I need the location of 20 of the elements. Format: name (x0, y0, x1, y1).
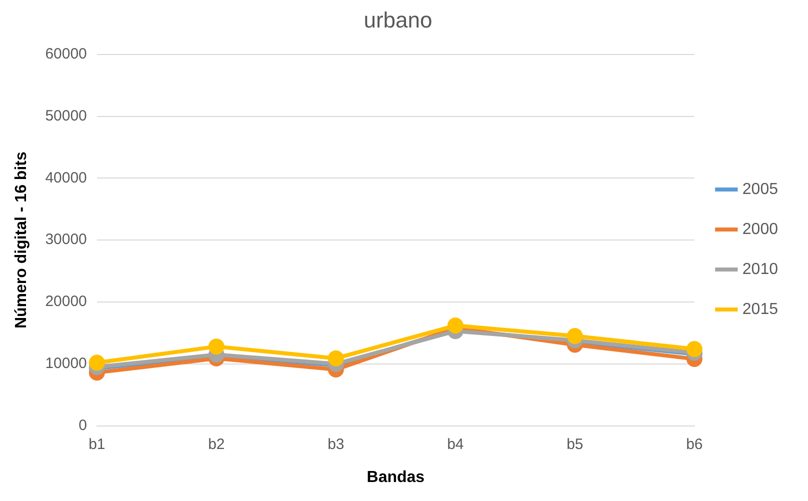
y-tick-label: 10000 (45, 355, 87, 372)
y-axis-title: Número digital - 16 bits (13, 152, 30, 329)
x-tick-label: b5 (566, 436, 584, 453)
legend-label: 2005 (742, 180, 778, 198)
x-tick-label: b3 (328, 436, 344, 453)
legend-label: 2000 (742, 220, 778, 238)
y-tick-label: 20000 (45, 293, 87, 310)
x-tick-label: b2 (208, 436, 225, 453)
chart-title: urbano (364, 7, 432, 32)
legend-label: 2010 (742, 260, 778, 278)
y-tick-label: 0 (78, 416, 87, 434)
x-axis-title: Bandas (366, 468, 425, 486)
legend-label: 2015 (742, 300, 778, 318)
x-tick-label: b1 (88, 436, 106, 453)
y-tick-label: 50000 (45, 107, 87, 124)
x-tick-label: b4 (447, 436, 464, 453)
y-tick-label: 60000 (45, 46, 87, 63)
y-tick-label: 30000 (45, 231, 87, 248)
y-tick-label: 40000 (45, 169, 87, 186)
x-tick-label: b6 (686, 436, 703, 453)
